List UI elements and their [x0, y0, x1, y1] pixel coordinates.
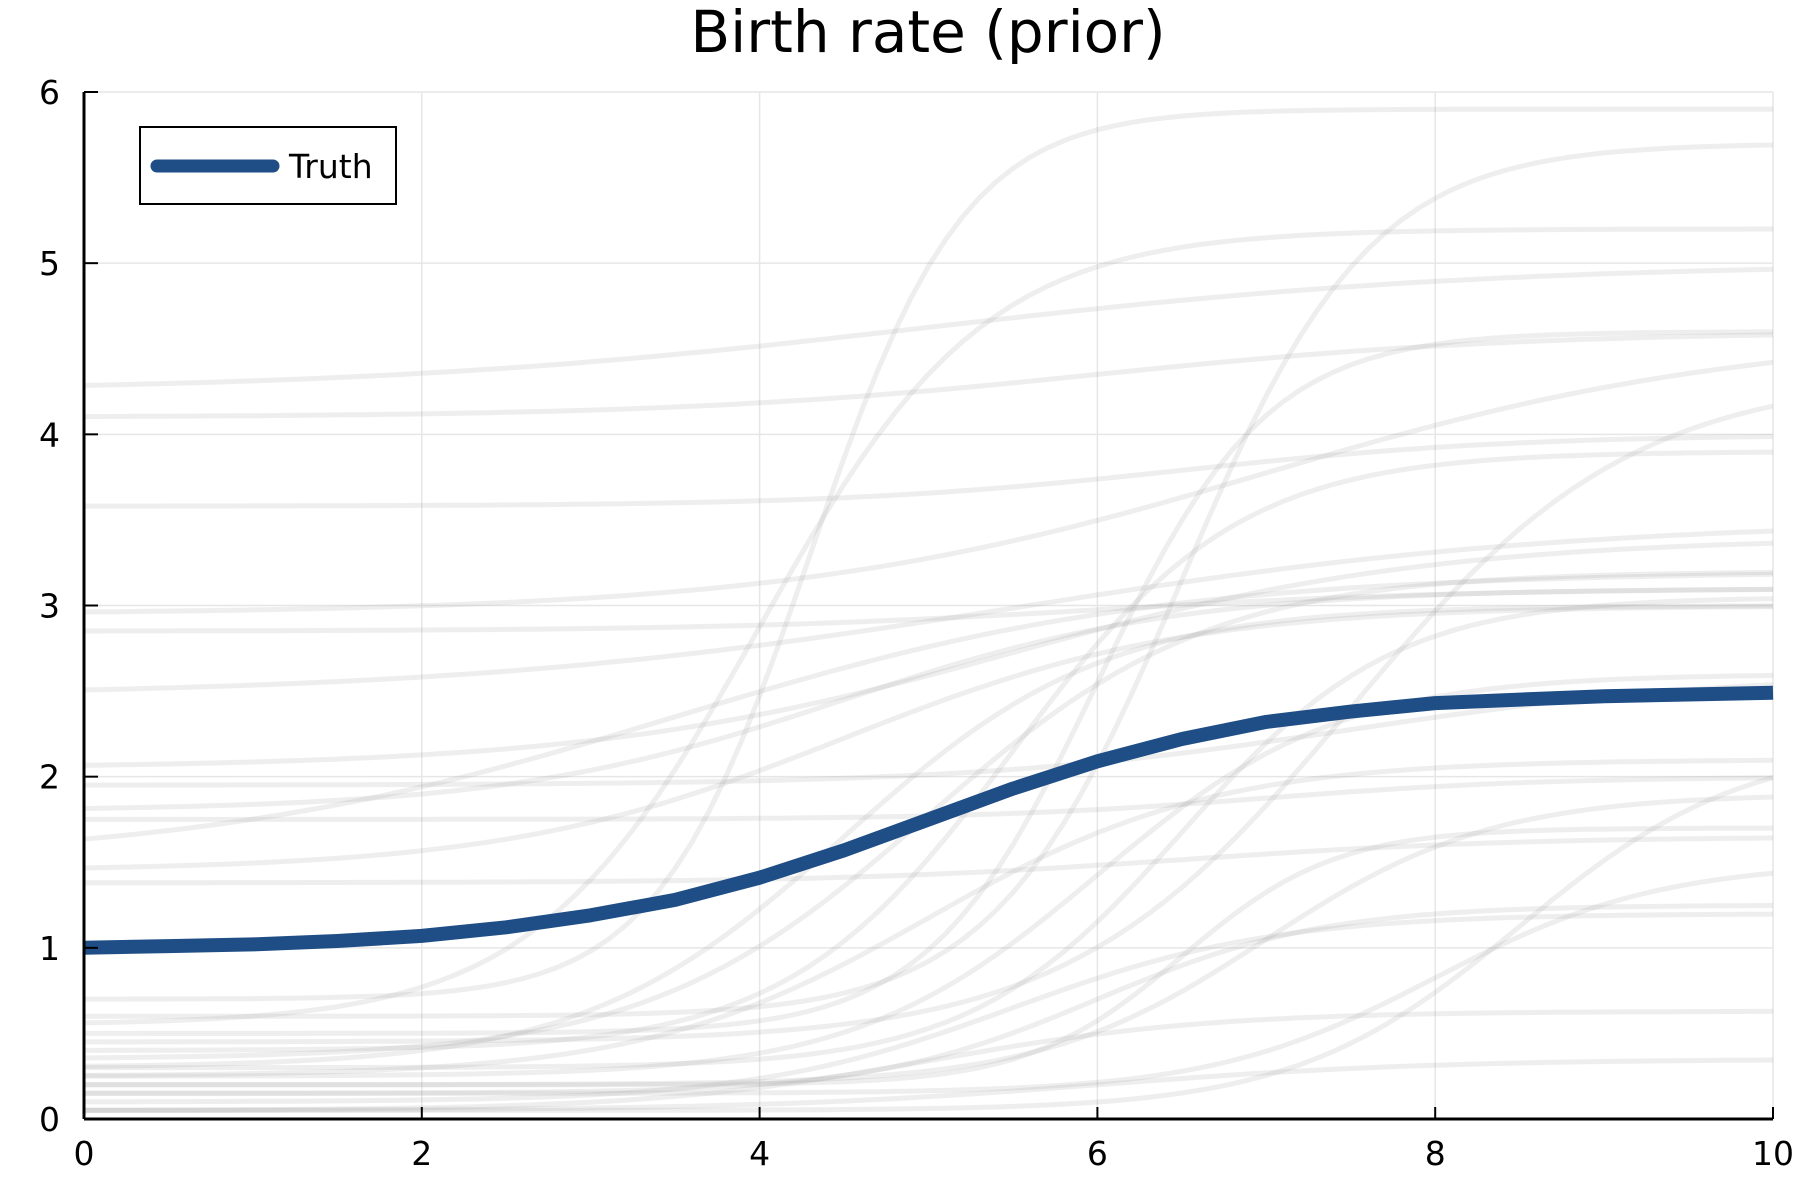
y-tick-label: 0	[39, 1100, 60, 1139]
prior-samples-layer	[84, 106, 1773, 1113]
prior-sample-line	[84, 329, 1773, 1036]
prior-sample-line	[84, 903, 1773, 1096]
prior-sample-line	[84, 449, 1773, 1053]
prior-sample-line	[84, 682, 1773, 788]
prior-sample-line	[84, 603, 1773, 1069]
x-tick-label: 2	[411, 1134, 432, 1173]
legend-label-truth: Truth	[288, 147, 373, 186]
prior-sample-line	[84, 403, 1773, 1045]
y-tick-label: 5	[39, 244, 60, 283]
truth-series-layer	[83, 685, 1774, 955]
x-tick-label: 10	[1752, 1134, 1794, 1173]
prior-sample-line	[84, 835, 1773, 886]
legend: Truth	[139, 126, 397, 205]
prior-sample-line	[84, 540, 1773, 768]
y-tick-label: 1	[39, 929, 60, 968]
prior-sample-line	[84, 911, 1773, 1105]
prior-sample-line	[84, 266, 1773, 388]
prior-sample-line	[84, 226, 1773, 1026]
prior-sample-line	[84, 106, 1773, 1002]
prior-sample-line	[84, 359, 1773, 615]
prior-sample-line	[84, 142, 1773, 1019]
prior-sample-line	[84, 586, 1773, 811]
y-tick-label: 6	[39, 73, 60, 112]
y-tick-label: 4	[39, 415, 60, 454]
prior-sample-line	[84, 332, 1773, 419]
y-tick-label: 2	[39, 758, 60, 797]
prior-sample-line	[84, 775, 1773, 1113]
prior-sample-line	[84, 870, 1773, 1096]
prior-sample-line	[84, 528, 1773, 693]
prior-sample-line	[84, 1057, 1773, 1113]
prior-sample-line	[84, 571, 1773, 842]
x-tick-label: 4	[749, 1134, 770, 1173]
prior-sample-line	[84, 1008, 1773, 1113]
prior-sample-line	[84, 825, 1773, 1088]
prior-sample-line	[84, 587, 1773, 634]
prior-sample-line	[84, 757, 1773, 1078]
prior-sample-line	[84, 596, 1773, 1071]
y-tick-label: 3	[39, 587, 60, 626]
prior-sample-line	[84, 672, 1773, 1079]
prior-sample-line	[84, 794, 1773, 1088]
truth-line	[83, 685, 1774, 955]
x-tick-label: 6	[1087, 1134, 1108, 1173]
prior-sample-line	[84, 433, 1773, 509]
prior-sample-line	[84, 604, 1773, 871]
chart-title: Birth rate (prior)	[690, 0, 1165, 66]
x-tick-label: 8	[1425, 1134, 1446, 1173]
grid-layer	[83, 91, 1774, 1120]
axes-layer: 0 2 4 6 8 10 0 1 2 3 4 5 6	[39, 73, 1794, 1173]
x-tick-label: 0	[74, 1134, 95, 1173]
